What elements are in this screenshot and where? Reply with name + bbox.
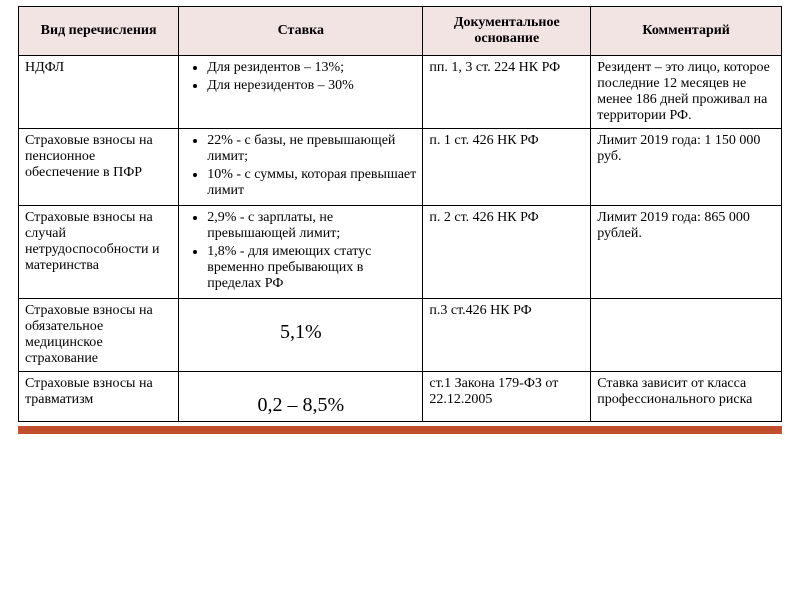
cell-basis: ст.1 Закона 179-ФЗ от 22.12.2005 — [423, 372, 591, 422]
table-row: Страховые взносы на обязательное медицин… — [19, 299, 782, 372]
cell-comment: Лимит 2019 года: 1 150 000 руб. — [591, 129, 782, 206]
cell-comment: Лимит 2019 года: 865 000 рублей. — [591, 206, 782, 299]
cell-rate: 0,2 – 8,5% — [179, 372, 423, 422]
rate-list-item: Для резидентов – 13%; — [207, 60, 416, 76]
cell-rate: 5,1% — [179, 299, 423, 372]
cell-comment — [591, 299, 782, 372]
rate-list-item: Для нерезидентов – 30% — [207, 78, 416, 94]
table-row: Страховые взносы на пенсионное обеспечен… — [19, 129, 782, 206]
rate-list: Для резидентов – 13%; Для нерезидентов – … — [185, 60, 416, 94]
cell-basis: п. 1 ст. 426 НК РФ — [423, 129, 591, 206]
table-header-row: Вид перечисления Ставка Документальное о… — [19, 7, 782, 56]
cell-type: Страховые взносы на пенсионное обеспечен… — [19, 129, 179, 206]
header-rate: Ставка — [179, 7, 423, 56]
header-basis: Документальное основание — [423, 7, 591, 56]
cell-basis: п. 2 ст. 426 НК РФ — [423, 206, 591, 299]
rate-list-item: 22% - с базы, не превышающей лимит; — [207, 133, 416, 165]
table-row: НДФЛ Для резидентов – 13%; Для нерезиденто… — [19, 56, 782, 129]
cell-type: НДФЛ — [19, 56, 179, 129]
cell-basis: п.3 ст.426 НК РФ — [423, 299, 591, 372]
cell-comment: Резидент – это лицо, которое последние 1… — [591, 56, 782, 129]
rate-list-item: 2,9% - с зарплаты, не превышающей лимит; — [207, 210, 416, 242]
table-body: НДФЛ Для резидентов – 13%; Для нерезиденто… — [19, 56, 782, 422]
cell-rate: 2,9% - с зарплаты, не превышающей лимит;… — [179, 206, 423, 299]
cell-type: Страховые взносы на обязательное медицин… — [19, 299, 179, 372]
header-type: Вид перечисления — [19, 7, 179, 56]
table-row: Страховые взносы на травматизм0,2 – 8,5%… — [19, 372, 782, 422]
tax-rates-table: Вид перечисления Ставка Документальное о… — [18, 6, 782, 422]
rate-list-item: 1,8% - для имеющих статус временно пребы… — [207, 244, 416, 292]
table-row: Страховые взносы на случай нетрудоспособ… — [19, 206, 782, 299]
footer-accent-bar — [18, 426, 782, 434]
cell-type: Страховые взносы на травматизм — [19, 372, 179, 422]
cell-rate: 22% - с базы, не превышающей лимит;10% -… — [179, 129, 423, 206]
header-comment: Комментарий — [591, 7, 782, 56]
cell-comment: Ставка зависит от класса профессионально… — [591, 372, 782, 422]
rate-value: 5,1% — [185, 303, 416, 344]
cell-type: Страховые взносы на случай нетрудоспособ… — [19, 206, 179, 299]
cell-rate: Для резидентов – 13%; Для нерезидентов – … — [179, 56, 423, 129]
rate-list: 2,9% - с зарплаты, не превышающей лимит;… — [185, 210, 416, 292]
rate-list: 22% - с базы, не превышающей лимит;10% -… — [185, 133, 416, 199]
cell-basis: пп. 1, 3 ст. 224 НК РФ — [423, 56, 591, 129]
rate-value: 0,2 – 8,5% — [185, 376, 416, 417]
rate-list-item: 10% - с суммы, которая превышает лимит — [207, 167, 416, 199]
